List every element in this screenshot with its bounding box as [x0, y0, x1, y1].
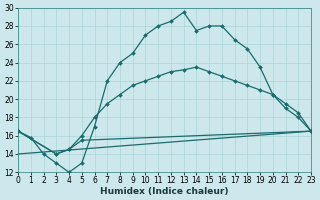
X-axis label: Humidex (Indice chaleur): Humidex (Indice chaleur): [100, 187, 229, 196]
